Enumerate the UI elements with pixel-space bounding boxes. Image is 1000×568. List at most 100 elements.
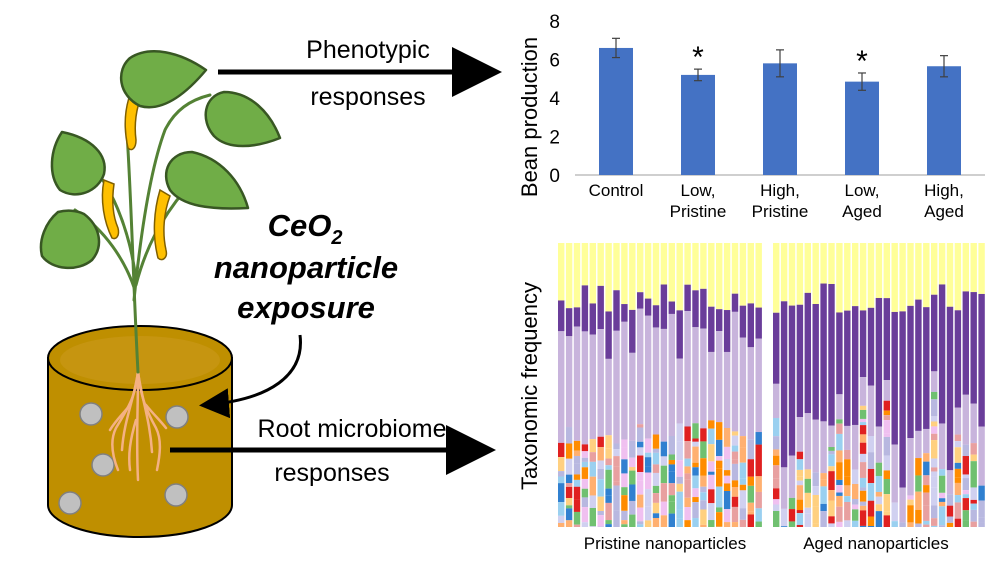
stack-segment — [621, 459, 627, 473]
stack-segment — [708, 489, 714, 503]
stack-segment — [637, 524, 643, 527]
stack-segment — [637, 481, 643, 495]
stack-segment — [740, 490, 746, 508]
stack-segment — [740, 243, 746, 306]
stack-segment — [566, 336, 572, 427]
stack-segment — [971, 504, 977, 510]
bean-pod — [102, 180, 118, 239]
stack-segment — [582, 497, 588, 507]
stack-segment — [724, 310, 730, 352]
stack-segment — [684, 498, 690, 507]
stack-segment — [868, 517, 874, 526]
stack-segment — [860, 419, 866, 422]
stack-segment — [748, 486, 754, 503]
nanoparticle-dot — [92, 454, 114, 476]
stack-segment — [844, 520, 850, 527]
stack-segment — [621, 439, 627, 447]
stack-segment — [931, 416, 937, 421]
stack-segment — [963, 395, 969, 445]
stack-segment — [558, 443, 564, 457]
stack-segment — [781, 243, 787, 301]
stack-segment — [828, 454, 834, 466]
stack-segment — [813, 472, 819, 486]
stack-segment — [971, 243, 977, 292]
stack-segment — [828, 490, 834, 500]
stack-segment — [947, 470, 953, 494]
stack-segment — [708, 503, 714, 520]
stack-segment — [574, 243, 580, 307]
stack-segment — [939, 423, 945, 469]
stack-segment — [756, 432, 762, 445]
stack-segment — [598, 447, 604, 460]
stack-segment — [899, 487, 905, 522]
stack-segment — [828, 426, 834, 447]
stack-segment — [566, 443, 572, 458]
stack-segment — [677, 518, 683, 527]
stack-segment — [931, 518, 937, 526]
bar — [845, 82, 879, 175]
stack-segment — [773, 456, 779, 466]
stack-segment — [740, 463, 746, 479]
stack-segment — [963, 291, 969, 394]
stack-segment — [955, 495, 961, 502]
stack-segment — [700, 487, 706, 493]
stack-segment — [860, 462, 866, 478]
stack-segment — [621, 304, 627, 322]
stack-segment — [629, 458, 635, 467]
stack-segment — [708, 444, 714, 461]
stack-segment — [931, 399, 937, 416]
stack-segment — [852, 306, 858, 425]
stack-segment — [748, 514, 754, 527]
stack-segment — [653, 453, 659, 465]
stack-segment — [590, 439, 596, 452]
stack-segment — [789, 521, 795, 527]
exposure-label-subscript: 2 — [330, 227, 342, 249]
stack-segment — [868, 469, 874, 483]
stack-segment — [773, 478, 779, 488]
stack-segment — [700, 492, 706, 500]
stack-segment — [605, 495, 611, 503]
stack-segment — [684, 507, 690, 520]
stack-segment — [828, 447, 834, 451]
stack-segment — [868, 386, 874, 436]
stack-segment — [923, 485, 929, 492]
stack-segment — [789, 509, 795, 521]
stack-segment — [692, 447, 698, 463]
stack-segment — [598, 497, 604, 511]
stack-segment — [700, 289, 706, 329]
stack-segment — [971, 480, 977, 487]
stack-segment — [844, 243, 850, 311]
stack-segment — [653, 493, 659, 503]
stack-segment — [653, 449, 659, 453]
stack-segment — [797, 513, 803, 525]
stack-segment — [708, 420, 714, 428]
stack-segment — [732, 294, 738, 312]
stack-segment — [773, 384, 779, 418]
stack-segment — [669, 302, 675, 314]
stack-segment — [574, 525, 580, 527]
stack-segment — [907, 500, 913, 506]
stack-segment — [574, 307, 580, 326]
stack-segment — [582, 444, 588, 451]
stack-segment — [661, 442, 667, 457]
stack-segment — [963, 445, 969, 456]
stack-segment — [828, 451, 834, 454]
stack-segment — [939, 243, 945, 284]
stack-segment — [947, 523, 953, 527]
stack-segment — [797, 485, 803, 499]
stack-segment — [637, 292, 643, 309]
stack-segment — [566, 487, 572, 498]
stack-segment — [669, 464, 675, 471]
stack-segment — [582, 458, 588, 462]
stack-segment — [621, 487, 627, 495]
stack-segment — [645, 299, 651, 316]
stack-segment — [852, 505, 858, 510]
stack-segment — [740, 436, 746, 447]
stack-segment — [613, 466, 619, 481]
stack-segment — [789, 306, 795, 456]
stack-segment — [653, 503, 659, 513]
stack-segment — [748, 303, 754, 347]
stack-segment — [700, 525, 706, 527]
stack-segment — [566, 459, 572, 475]
